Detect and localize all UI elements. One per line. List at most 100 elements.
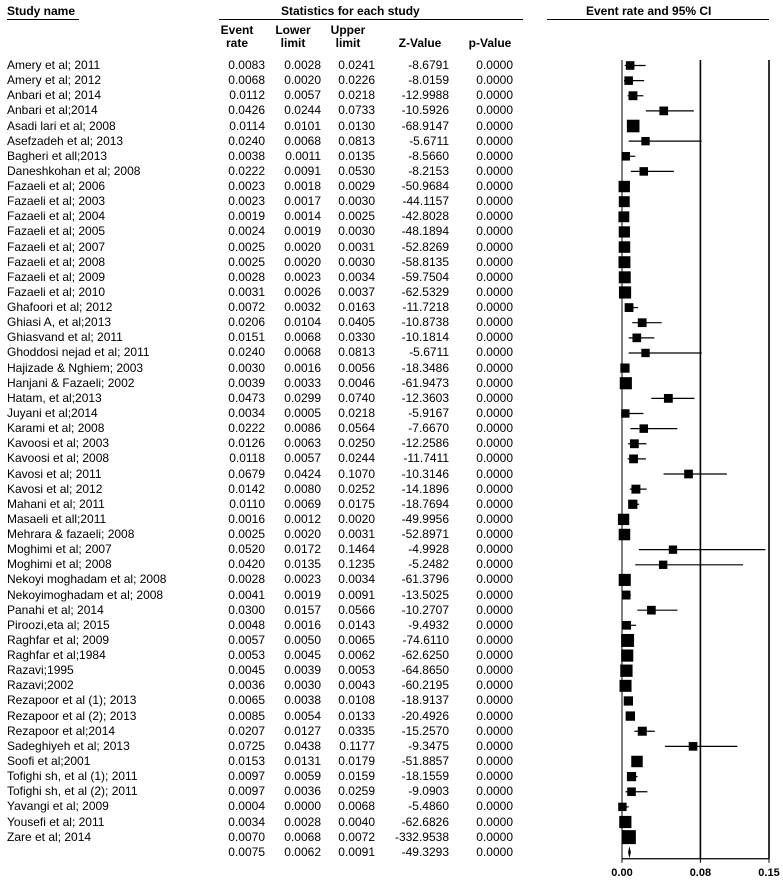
upper-limit-value: 0.0813 — [338, 133, 375, 148]
study-name: Razavi;2002 — [7, 678, 74, 693]
p-value: 0.0000 — [476, 663, 513, 678]
lower-limit-value: 0.0063 — [284, 436, 321, 451]
z-value: -10.3146 — [401, 466, 449, 481]
study-name: Tofighi sh, et al (1); 2011 — [7, 769, 138, 784]
lower-limit-value: 0.0104 — [284, 315, 321, 330]
z-value: -18.1559 — [401, 769, 449, 784]
z-value: -12.9988 — [401, 88, 449, 103]
z-value: -332.9538 — [394, 829, 449, 844]
upper-limit-value: 0.0072 — [338, 829, 375, 844]
event-rate-value: 0.0420 — [228, 557, 265, 572]
event-rate-value: 0.0300 — [228, 602, 265, 617]
p-value: 0.0000 — [476, 118, 513, 133]
lower-limit-value: 0.0068 — [284, 330, 321, 345]
event-rate-value: 0.0034 — [228, 405, 265, 420]
z-value: -49.3293 — [401, 844, 449, 859]
point-estimate-square — [624, 76, 633, 85]
study-row: Amery et al; 2012 0.0068 0.0020 0.0226 -8.01… — [0, 73, 600, 88]
study-row: Zare et al; 2014 0.0070 0.0068 0.0072 -332.9… — [0, 830, 600, 845]
study-row: Anbari et al; 2014 0.0112 0.0057 0.0218 -12.… — [0, 88, 600, 103]
point-estimate-square — [621, 830, 636, 845]
lower-limit-value: 0.0172 — [284, 542, 321, 557]
event-rate-value: 0.0240 — [228, 345, 265, 360]
z-value: -10.1814 — [401, 330, 449, 345]
lower-limit-value: 0.0086 — [284, 421, 321, 436]
study-row: Asefzadeh et al; 2013 0.0240 0.0068 0.0813 -… — [0, 134, 600, 149]
upper-limit-value: 0.0159 — [338, 769, 375, 784]
event-rate-value: 0.0023 — [228, 179, 265, 194]
upper-limit-value: 0.0020 — [338, 511, 375, 526]
study-row: Rezapoor et al;2014 0.0207 0.0127 0.0335 -15… — [0, 724, 600, 739]
study-row: Karami et al; 2008 0.0222 0.0086 0.0564 -7.6… — [0, 421, 600, 436]
point-estimate-square — [621, 633, 635, 647]
upper-limit-value: 0.0241 — [338, 58, 375, 72]
lower-limit-value: 0.0045 — [284, 648, 321, 663]
event-rate-value: 0.0024 — [228, 224, 265, 239]
upper-limit-value: 0.0405 — [338, 315, 375, 330]
study-name: Tofighi sh, et al (2); 2011 — [7, 784, 138, 799]
col-header-z-value: Z-Value — [398, 36, 442, 50]
event-rate-value: 0.0068 — [228, 73, 265, 88]
upper-limit-value: 0.0031 — [338, 527, 375, 542]
z-value: -52.8269 — [401, 239, 449, 254]
lower-limit-value: 0.0005 — [284, 405, 321, 420]
z-value: -48.1894 — [401, 224, 449, 239]
point-estimate-square — [641, 348, 650, 358]
upper-limit-value: 0.0218 — [338, 405, 375, 420]
lower-limit-value: 0.0033 — [284, 375, 321, 390]
z-value: -18.3486 — [401, 360, 449, 375]
lower-limit-value: 0.0020 — [284, 239, 321, 254]
z-value: -11.7411 — [403, 451, 449, 466]
event-rate-value: 0.0126 — [228, 436, 265, 451]
study-name: Kavoosi et al; 2003 — [7, 436, 110, 451]
event-rate-value: 0.0034 — [228, 814, 265, 829]
lower-limit-value: 0.0032 — [284, 300, 321, 315]
event-rate-value: 0.0142 — [228, 481, 265, 496]
point-estimate-square — [632, 333, 642, 343]
lower-limit-value: 0.0054 — [284, 708, 321, 723]
lower-limit-value: 0.0000 — [284, 799, 321, 814]
study-row: Sadeghiyeh et al; 2013 0.0725 0.0438 0.1177… — [0, 739, 600, 754]
study-row: Hanjani & Fazaeli; 2002 0.0039 0.0033 0.004… — [0, 376, 600, 391]
z-value: -49.9956 — [401, 511, 449, 526]
event-rate-value: 0.0057 — [228, 632, 265, 647]
z-value: -74.6110 — [402, 632, 449, 647]
study-row: Raghfar et al;1984 0.0053 0.0045 0.0062 -62.… — [0, 648, 600, 663]
upper-limit-value: 0.0250 — [338, 436, 375, 451]
z-value: -60.2195 — [401, 678, 449, 693]
lower-limit-value: 0.0016 — [284, 617, 321, 632]
point-estimate-square — [618, 528, 631, 541]
point-estimate-square — [639, 167, 649, 176]
z-value: -50.9684 — [401, 179, 449, 194]
study-name: Soofi et al;2001 — [7, 753, 91, 768]
p-value: 0.0000 — [476, 315, 513, 330]
p-value: 0.0000 — [476, 496, 513, 511]
lower-limit-value: 0.0068 — [284, 829, 321, 844]
point-estimate-square — [618, 271, 631, 284]
upper-limit-value: 0.0091 — [338, 844, 375, 859]
upper-limit-value: 0.0062 — [338, 648, 375, 663]
study-row: Moghimi et al; 2008 0.0420 0.0135 0.1235 -5.… — [0, 557, 600, 572]
study-name: Mehrara & fazaeli; 2008 — [7, 527, 135, 542]
p-value: 0.0000 — [476, 511, 513, 526]
point-estimate-square — [637, 318, 647, 328]
point-estimate-square — [620, 664, 633, 677]
point-estimate-square — [658, 560, 668, 569]
lower-limit-value: 0.0062 — [284, 844, 321, 859]
z-value: -7.6670 — [408, 421, 449, 436]
z-value: -10.5926 — [401, 103, 449, 118]
z-value: -14.1896 — [401, 481, 449, 496]
upper-limit-value: 0.0040 — [338, 814, 375, 829]
upper-limit-value: 0.0330 — [338, 330, 375, 345]
event-rate-value: 0.0473 — [228, 390, 265, 405]
event-rate-value: 0.0031 — [228, 284, 265, 299]
col-header-upper-limit: Upper limit — [323, 24, 373, 50]
upper-limit-value: 0.0218 — [338, 88, 375, 103]
p-value: 0.0000 — [476, 300, 513, 315]
z-value: -9.0903 — [408, 784, 449, 799]
event-rate-value: 0.0085 — [228, 708, 265, 723]
z-value: -8.5660 — [408, 148, 449, 163]
study-name: Zare et al; 2014 — [7, 829, 92, 844]
col-header-lower-line2: limit — [280, 36, 306, 50]
p-value: 0.0000 — [476, 421, 513, 436]
